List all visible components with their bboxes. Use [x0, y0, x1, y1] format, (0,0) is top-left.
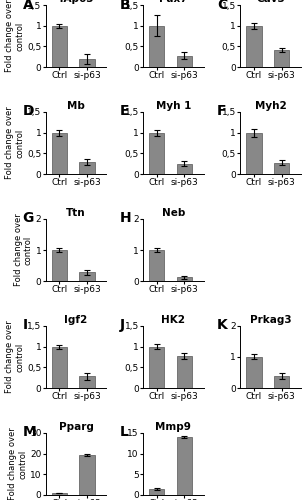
- Bar: [246, 357, 261, 388]
- Bar: [52, 132, 67, 174]
- Bar: [149, 346, 164, 388]
- Title: Mb: Mb: [67, 101, 85, 111]
- Y-axis label: Fold change over
control: Fold change over control: [5, 320, 24, 394]
- Title: HK2: HK2: [161, 315, 185, 325]
- Bar: [79, 59, 95, 67]
- Text: A: A: [22, 0, 33, 12]
- Bar: [52, 346, 67, 388]
- Bar: [79, 162, 95, 174]
- Bar: [149, 26, 164, 67]
- Bar: [274, 376, 289, 388]
- Text: H: H: [120, 212, 131, 226]
- Text: M: M: [22, 426, 36, 440]
- Bar: [177, 437, 192, 495]
- Title: Mmp9: Mmp9: [155, 422, 191, 432]
- Title: Neb: Neb: [162, 208, 185, 218]
- Bar: [79, 376, 95, 388]
- Bar: [274, 50, 289, 67]
- Title: Igf2: Igf2: [64, 315, 88, 325]
- Text: F: F: [217, 104, 226, 118]
- Bar: [149, 489, 164, 495]
- Bar: [79, 454, 95, 495]
- Bar: [149, 132, 164, 174]
- Bar: [246, 132, 261, 174]
- Title: Pparg: Pparg: [59, 422, 93, 432]
- Y-axis label: Fold change over
control: Fold change over control: [13, 214, 33, 286]
- Title: Myh2: Myh2: [255, 101, 286, 111]
- Title: Ttn: Ttn: [66, 208, 86, 218]
- Text: C: C: [217, 0, 227, 12]
- Title: TAp63: TAp63: [58, 0, 94, 4]
- Title: Prkag3: Prkag3: [250, 315, 291, 325]
- Text: D: D: [22, 104, 34, 118]
- Y-axis label: Fold change over
control: Fold change over control: [8, 428, 27, 500]
- Title: Cav3: Cav3: [256, 0, 285, 4]
- Bar: [177, 164, 192, 174]
- Bar: [274, 162, 289, 174]
- Bar: [149, 250, 164, 281]
- Text: L: L: [120, 426, 129, 440]
- Bar: [177, 356, 192, 388]
- Text: I: I: [22, 318, 28, 332]
- Bar: [52, 493, 67, 495]
- Bar: [52, 250, 67, 281]
- Text: E: E: [120, 104, 129, 118]
- Y-axis label: Fold change over
control: Fold change over control: [5, 106, 24, 180]
- Bar: [79, 272, 95, 281]
- Bar: [177, 56, 192, 67]
- Text: G: G: [22, 212, 34, 226]
- Text: B: B: [120, 0, 130, 12]
- Bar: [52, 26, 67, 67]
- Text: J: J: [120, 318, 125, 332]
- Bar: [246, 26, 261, 67]
- Bar: [177, 278, 192, 281]
- Text: K: K: [217, 318, 228, 332]
- Title: Pax7: Pax7: [159, 0, 188, 4]
- Y-axis label: Fold change over
control: Fold change over control: [5, 0, 24, 72]
- Title: Myh 1: Myh 1: [156, 101, 191, 111]
